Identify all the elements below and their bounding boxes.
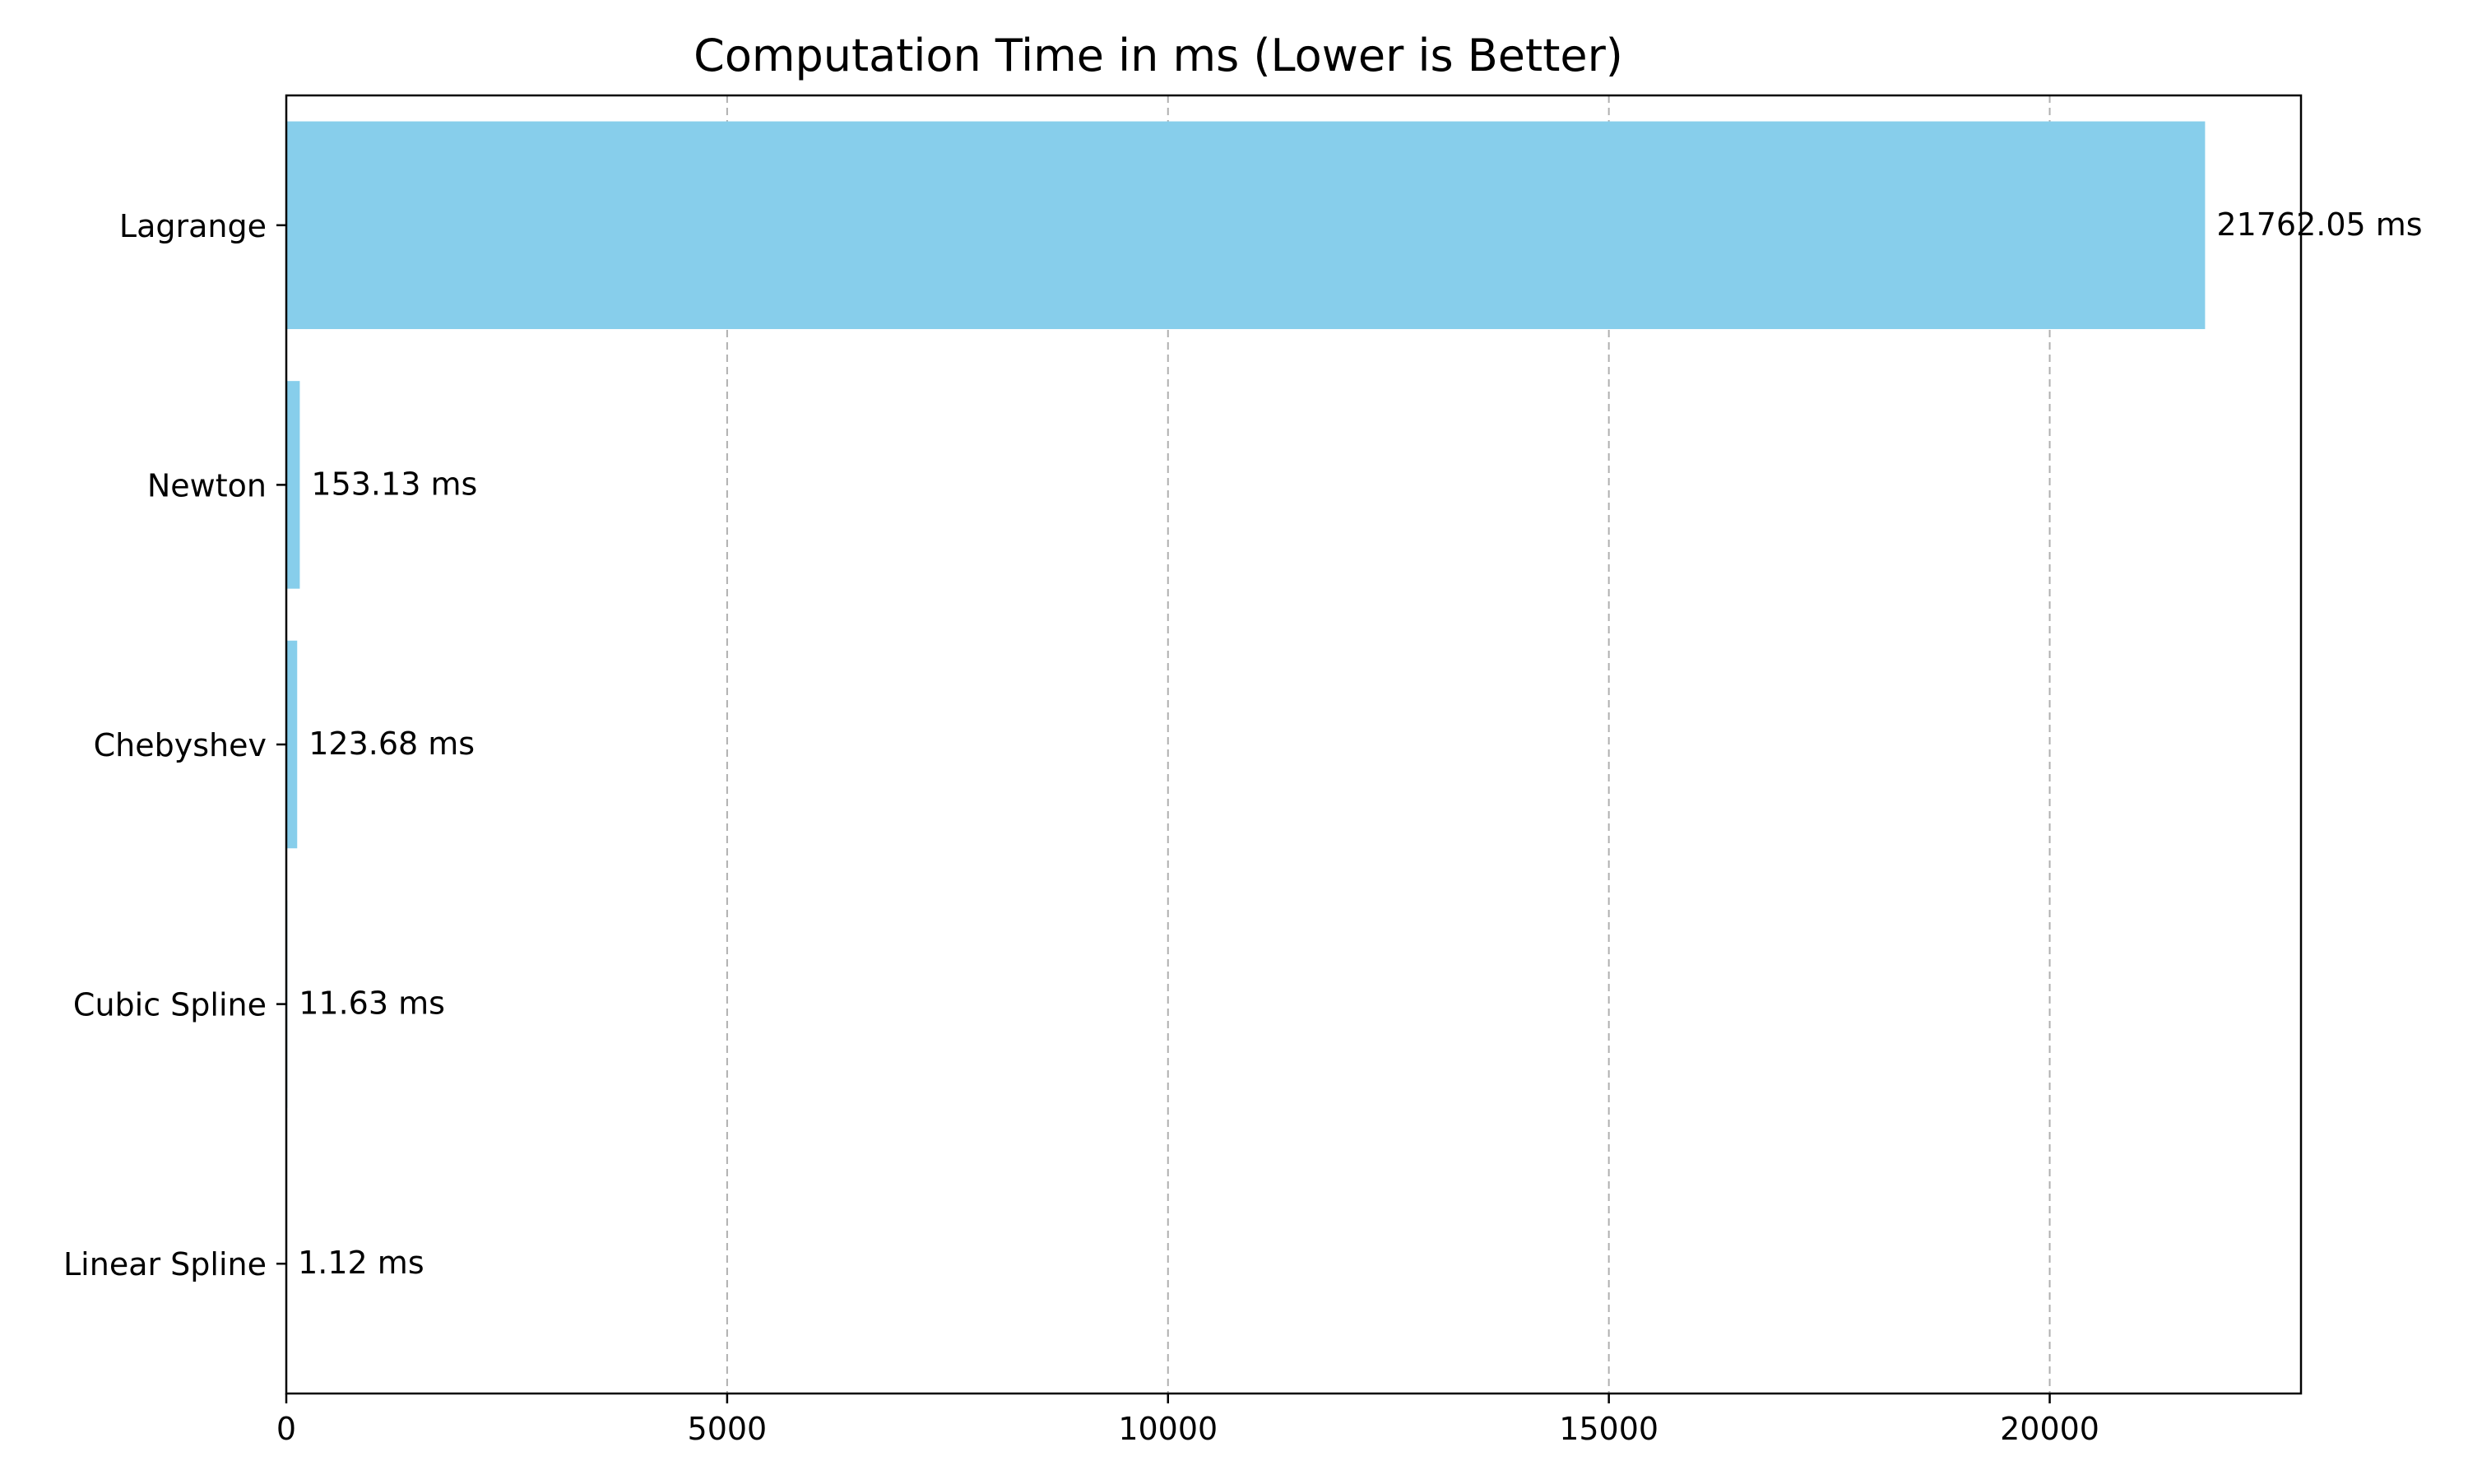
y-tick-label-0: Lagrange bbox=[119, 208, 267, 244]
x-tick-label-3: 15000 bbox=[1559, 1411, 1658, 1447]
data-label-1: 153.13 ms bbox=[311, 466, 477, 502]
data-label-0: 21762.05 ms bbox=[2216, 206, 2422, 243]
chart-title: Computation Time in ms (Lower is Better) bbox=[694, 30, 1623, 81]
x-tick-label-1: 5000 bbox=[688, 1411, 768, 1447]
y-tick-label-3: Cubic Spline bbox=[73, 987, 267, 1023]
x-tick-label-4: 20000 bbox=[2000, 1411, 2099, 1447]
y-tick-label-1: Newton bbox=[147, 467, 267, 503]
bar-chebyshev bbox=[286, 641, 297, 848]
x-tick-label-0: 0 bbox=[276, 1411, 296, 1447]
data-label-4: 1.12 ms bbox=[298, 1245, 424, 1281]
x-tick-label-2: 10000 bbox=[1118, 1411, 1218, 1447]
y-tick-label-4: Linear Spline bbox=[63, 1246, 267, 1282]
data-label-3: 11.63 ms bbox=[299, 985, 445, 1022]
bar-lagrange bbox=[286, 122, 2205, 329]
bar-newton bbox=[286, 381, 299, 588]
y-tick-label-2: Chebyshev bbox=[94, 727, 267, 763]
data-label-2: 123.68 ms bbox=[308, 726, 475, 762]
